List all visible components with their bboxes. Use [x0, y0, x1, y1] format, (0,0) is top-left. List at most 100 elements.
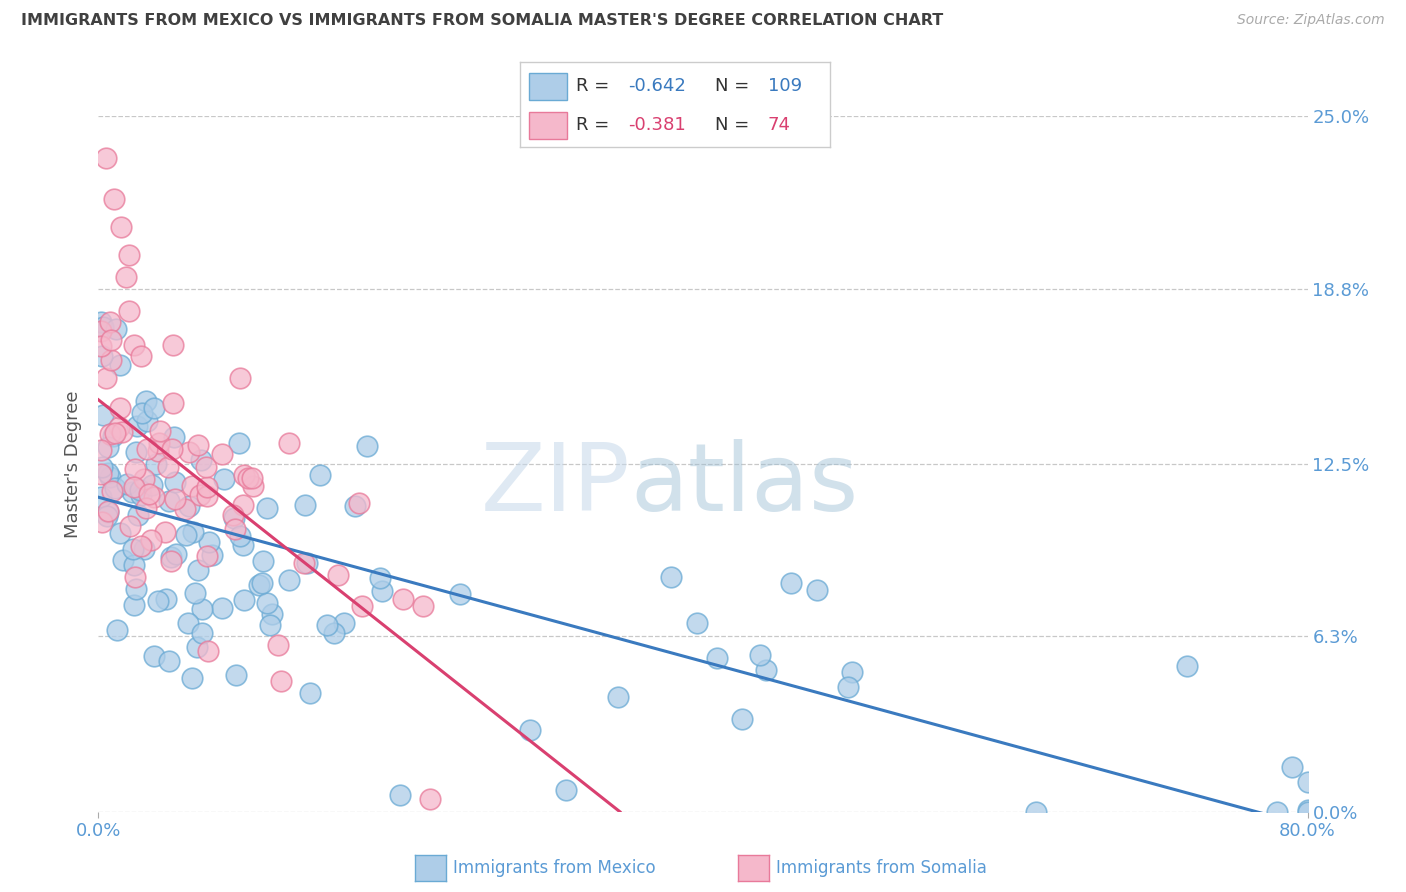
Point: [197, 535, 219, 549]
Point: [238, 471, 260, 485]
Point: [333, 615, 356, 630]
Point: [177, 444, 200, 458]
Point: [96, 508, 118, 523]
Point: [110, 220, 132, 235]
Point: [94, 371, 117, 385]
Point: [779, 575, 801, 590]
Point: [138, 487, 160, 501]
Point: [162, 396, 184, 410]
Point: [233, 593, 256, 607]
Point: [91, 408, 114, 422]
Point: [211, 447, 233, 461]
Point: [748, 648, 770, 662]
Point: [129, 483, 152, 497]
Point: [228, 435, 250, 450]
Point: [755, 663, 778, 677]
Point: [122, 558, 145, 572]
Point: [105, 624, 128, 638]
Point: [98, 470, 121, 484]
Point: [104, 425, 127, 440]
Point: [181, 479, 204, 493]
Point: [259, 617, 281, 632]
Point: [131, 406, 153, 420]
Point: [160, 549, 183, 564]
Point: [837, 681, 859, 695]
Point: [322, 626, 344, 640]
Point: [1296, 803, 1319, 817]
Point: [155, 592, 177, 607]
Point: [127, 418, 149, 433]
Text: 74: 74: [768, 116, 790, 134]
Point: [124, 462, 146, 476]
Point: [135, 442, 157, 457]
Point: [1296, 805, 1319, 819]
Point: [225, 668, 247, 682]
Point: [659, 570, 682, 584]
Point: [115, 477, 138, 491]
Point: [108, 358, 131, 372]
Point: [145, 457, 167, 471]
Point: [252, 554, 274, 568]
Point: [368, 571, 391, 585]
Text: -0.642: -0.642: [628, 78, 686, 95]
Point: [165, 492, 187, 507]
Point: [187, 563, 209, 577]
Point: [554, 782, 576, 797]
Point: [162, 430, 184, 444]
Point: [124, 570, 146, 584]
Point: [224, 522, 246, 536]
Point: [295, 557, 318, 571]
Point: [256, 500, 278, 515]
Point: [159, 554, 181, 568]
Point: [124, 338, 146, 352]
Point: [96, 505, 118, 519]
Point: [120, 518, 142, 533]
Point: [125, 445, 148, 459]
Point: [90, 314, 112, 328]
Point: [232, 537, 254, 551]
Point: [190, 602, 212, 616]
Point: [157, 493, 180, 508]
Point: [841, 665, 863, 680]
Point: [91, 349, 114, 363]
Point: [270, 674, 292, 689]
Point: [731, 712, 754, 726]
Point: [105, 322, 128, 336]
Point: [122, 542, 145, 557]
Point: [118, 303, 141, 318]
Point: [350, 599, 373, 613]
Point: [187, 438, 209, 452]
Point: [129, 539, 152, 553]
Point: [188, 488, 211, 502]
Point: [229, 371, 252, 385]
Bar: [530, 72, 567, 100]
Point: [278, 574, 301, 588]
Point: [141, 533, 163, 548]
Point: [97, 504, 120, 518]
Point: [706, 651, 728, 665]
Point: [90, 324, 112, 338]
Point: [190, 452, 212, 467]
Point: [278, 435, 301, 450]
Point: [165, 475, 187, 489]
Point: [232, 498, 254, 512]
Point: [181, 525, 204, 540]
Point: [143, 649, 166, 664]
Text: IMMIGRANTS FROM MEXICO VS IMMIGRANTS FROM SOMALIA MASTER'S DEGREE CORRELATION CH: IMMIGRANTS FROM MEXICO VS IMMIGRANTS FRO…: [21, 13, 943, 29]
Point: [91, 319, 114, 334]
Point: [90, 339, 112, 353]
Point: [806, 583, 828, 598]
Text: Immigrants from Mexico: Immigrants from Mexico: [453, 859, 655, 877]
Point: [110, 401, 132, 415]
Point: [519, 723, 541, 738]
Point: [160, 442, 183, 457]
Point: [90, 467, 112, 481]
Point: [124, 582, 146, 596]
Point: [195, 549, 218, 563]
Point: [98, 315, 121, 329]
Point: [174, 501, 197, 516]
Point: [177, 615, 200, 630]
Point: [146, 443, 169, 458]
Point: [129, 488, 152, 502]
Point: [122, 598, 145, 612]
